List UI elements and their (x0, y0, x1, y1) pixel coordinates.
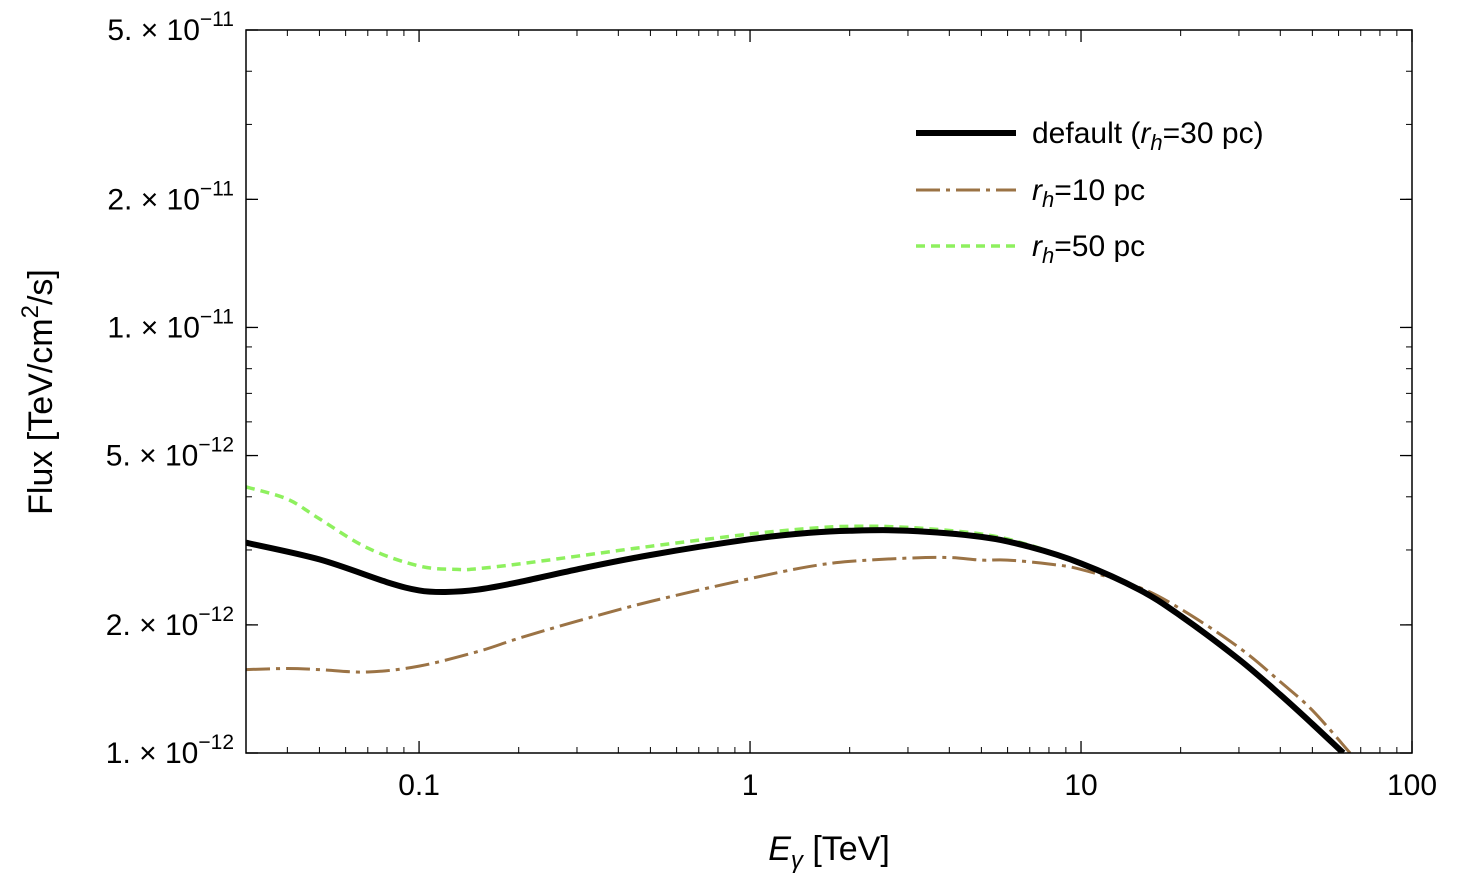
legend-rh50-post: =50 pc (1054, 230, 1145, 263)
y-tick-base: × 10 (132, 311, 200, 344)
x-axis-title-unit: [TeV] (803, 830, 890, 868)
x-axis-title-sub: γ (791, 847, 805, 874)
legend-rh50-var: r (1032, 230, 1043, 263)
y-tick-label: 2. × 10−12 (106, 603, 234, 642)
y-tick-label: 1. × 10−12 (106, 731, 234, 770)
y-axis-title-sup: 2 (17, 305, 44, 318)
legend-default-pre: default ( (1032, 117, 1140, 150)
y-tick-base: × 10 (132, 14, 200, 47)
y-axis-title-pre: Flux [TeV/cm (22, 318, 60, 514)
series-line-rh10 (246, 555, 1352, 753)
legend-label-rh50: rh=50 pc (1032, 230, 1145, 268)
y-tick-mantissa: 2. (107, 183, 132, 216)
y-tick-base: × 10 (131, 737, 199, 770)
x-axis-title-var: E (768, 830, 791, 868)
legend-label-default: default (rh=30 pc) (1032, 117, 1264, 155)
y-tick-exponent: −11 (200, 305, 234, 328)
y-tick-mantissa: 5. (107, 14, 132, 47)
y-tick-label: 1. × 10−11 (107, 305, 234, 344)
y-tick-mantissa: 1. (107, 311, 132, 344)
y-tick-mantissa: 1. (106, 737, 131, 770)
y-tick-base: × 10 (132, 183, 200, 216)
legend-default-sub: h (1150, 130, 1162, 155)
legend-default-var: r (1140, 117, 1151, 150)
y-tick-exponent: −12 (198, 603, 234, 626)
y-axis-title-post: /s] (22, 269, 60, 305)
y-tick-base: × 10 (131, 440, 199, 473)
legend-rh50-sub: h (1042, 243, 1054, 268)
y-tick-exponent: −12 (198, 434, 234, 457)
legend-rh10-sub: h (1042, 187, 1054, 212)
x-axis-title: Eγ [TeV] (768, 830, 890, 874)
x-tick-labels: 0.1 1 10 100 (398, 769, 1437, 802)
y-axis-title: Flux [TeV/cm2/s] (17, 269, 60, 515)
y-tick-label: 5. × 10−12 (106, 434, 234, 473)
series-layer (246, 485, 1352, 753)
legend-default-post: =30 pc) (1163, 117, 1264, 150)
y-tick-label: 2. × 10−11 (107, 177, 234, 216)
y-tick-mantissa: 5. (106, 440, 131, 473)
x-tick-label: 1 (742, 769, 759, 802)
legend-label-rh10: rh=10 pc (1032, 174, 1145, 212)
y-tick-mantissa: 2. (106, 609, 131, 642)
series-line-rh50 (246, 485, 1082, 572)
x-tick-label: 100 (1387, 769, 1437, 802)
y-tick-exponent: −12 (198, 731, 234, 754)
legend: default (rh=30 pc) rh=10 pc rh=50 pc (916, 117, 1264, 268)
plot-frame (245, 29, 1413, 754)
minor-ticks (246, 29, 1412, 753)
y-tick-label: 5. × 10−11 (107, 8, 234, 47)
x-tick-label: 10 (1064, 769, 1097, 802)
series-line-default (246, 527, 1346, 753)
y-tick-exponent: −11 (200, 177, 234, 200)
legend-rh10-var: r (1032, 174, 1043, 207)
y-tick-base: × 10 (131, 609, 199, 642)
y-tick-exponent: −11 (200, 8, 234, 31)
y-tick-labels: 1. × 10−122. × 10−125. × 10−121. × 10−11… (106, 8, 234, 770)
x-tick-label: 0.1 (398, 769, 440, 802)
legend-rh10-post: =10 pc (1054, 174, 1145, 207)
